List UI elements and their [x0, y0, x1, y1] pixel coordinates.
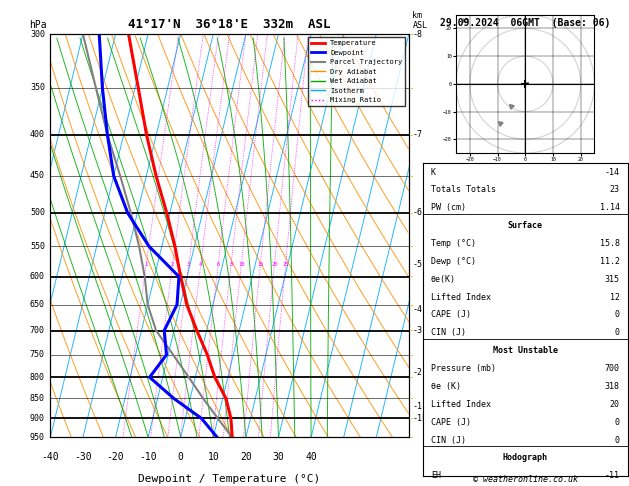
Text: 1: 1: [145, 262, 148, 267]
Text: 30: 30: [272, 451, 284, 462]
Text: 700: 700: [604, 364, 620, 373]
Text: 318: 318: [604, 382, 620, 391]
Legend: Temperature, Dewpoint, Parcel Trajectory, Dry Adiabat, Wet Adiabat, Isotherm, Mi: Temperature, Dewpoint, Parcel Trajectory…: [308, 37, 405, 106]
Text: -6: -6: [413, 208, 423, 217]
Text: -: -: [408, 299, 415, 310]
Text: 20: 20: [610, 400, 620, 409]
Text: 40: 40: [305, 451, 317, 462]
Text: -: -: [408, 208, 415, 218]
Text: 750: 750: [30, 350, 45, 359]
Text: -30: -30: [74, 451, 92, 462]
Text: 850: 850: [30, 394, 45, 403]
Text: Mixing Ratio (g/kg): Mixing Ratio (g/kg): [440, 188, 449, 283]
Text: -: -: [408, 83, 415, 93]
Text: 15.8: 15.8: [599, 239, 620, 248]
Text: 1.14: 1.14: [599, 203, 620, 212]
Text: © weatheronline.co.uk: © weatheronline.co.uk: [473, 474, 577, 484]
Text: Most Unstable: Most Unstable: [493, 346, 558, 355]
Text: Dewpoint / Temperature (°C): Dewpoint / Temperature (°C): [138, 474, 321, 484]
Text: -5: -5: [413, 260, 423, 269]
Text: 700: 700: [30, 326, 45, 335]
Text: 0: 0: [178, 451, 184, 462]
Text: -3: -3: [413, 326, 423, 335]
Text: 0: 0: [615, 417, 620, 427]
Text: -7: -7: [413, 130, 423, 139]
Text: Temp (°C): Temp (°C): [431, 239, 476, 248]
Text: -14: -14: [604, 168, 620, 176]
Text: K: K: [431, 168, 436, 176]
Text: -: -: [408, 241, 415, 251]
Text: 0: 0: [615, 435, 620, 445]
Text: 450: 450: [30, 172, 45, 180]
Text: CIN (J): CIN (J): [431, 435, 466, 445]
Text: 500: 500: [30, 208, 45, 217]
Text: 350: 350: [30, 84, 45, 92]
Text: Pressure (mb): Pressure (mb): [431, 364, 496, 373]
Text: 0: 0: [615, 329, 620, 337]
Text: -20: -20: [107, 451, 125, 462]
Text: 315: 315: [604, 275, 620, 284]
Text: 10: 10: [238, 262, 245, 267]
Text: 300: 300: [30, 30, 45, 38]
Text: -10: -10: [139, 451, 157, 462]
Text: -: -: [408, 272, 415, 281]
Text: -: -: [408, 414, 415, 423]
Text: 25: 25: [282, 262, 289, 267]
Text: 950: 950: [30, 433, 45, 442]
Text: km
ASL: km ASL: [413, 11, 428, 30]
Text: EH: EH: [431, 471, 441, 480]
Text: -: -: [408, 394, 415, 403]
Text: -2: -2: [413, 368, 423, 377]
Text: 15: 15: [257, 262, 264, 267]
Text: 600: 600: [30, 272, 45, 281]
Text: 2: 2: [171, 262, 174, 267]
Text: Lifted Index: Lifted Index: [431, 400, 491, 409]
Text: -8: -8: [413, 30, 423, 38]
Text: Lifted Index: Lifted Index: [431, 293, 491, 302]
Text: CAPE (J): CAPE (J): [431, 417, 471, 427]
Text: -: -: [408, 326, 415, 335]
Text: -: -: [408, 349, 415, 360]
Text: -40: -40: [42, 451, 59, 462]
Text: Totals Totals: Totals Totals: [431, 185, 496, 194]
Text: Surface: Surface: [508, 221, 543, 230]
Text: 20: 20: [240, 451, 252, 462]
Text: 12: 12: [610, 293, 620, 302]
Text: -: -: [408, 29, 415, 39]
Text: 4: 4: [199, 262, 203, 267]
Text: Hodograph: Hodograph: [503, 453, 548, 462]
Text: -11: -11: [604, 471, 620, 480]
Text: 0: 0: [615, 311, 620, 319]
Text: 900: 900: [30, 414, 45, 423]
Title: 41°17'N  36°18'E  332m  ASL: 41°17'N 36°18'E 332m ASL: [128, 18, 331, 32]
Text: 550: 550: [30, 242, 45, 251]
Text: -: -: [408, 433, 415, 442]
Text: 400: 400: [30, 130, 45, 139]
Text: 20: 20: [271, 262, 277, 267]
Text: 8: 8: [230, 262, 233, 267]
Text: CIN (J): CIN (J): [431, 329, 466, 337]
Text: θe(K): θe(K): [431, 275, 456, 284]
Text: 6: 6: [216, 262, 220, 267]
Text: 23: 23: [610, 185, 620, 194]
Text: -: -: [408, 372, 415, 382]
Text: -4: -4: [413, 305, 423, 314]
Text: 3: 3: [187, 262, 191, 267]
Text: PW (cm): PW (cm): [431, 203, 466, 212]
Text: hPa: hPa: [29, 20, 47, 30]
Text: θe (K): θe (K): [431, 382, 461, 391]
Text: -: -: [408, 171, 415, 181]
Text: 800: 800: [30, 373, 45, 382]
Text: -: -: [408, 130, 415, 139]
Text: -1: -1: [413, 402, 423, 411]
Text: CAPE (J): CAPE (J): [431, 311, 471, 319]
Text: kt: kt: [462, 18, 470, 24]
Text: -1LCL: -1LCL: [413, 414, 437, 423]
Text: 29.09.2024  06GMT  (Base: 06): 29.09.2024 06GMT (Base: 06): [440, 18, 610, 29]
Text: Dewp (°C): Dewp (°C): [431, 257, 476, 266]
Text: 650: 650: [30, 300, 45, 309]
Text: 11.2: 11.2: [599, 257, 620, 266]
Text: 10: 10: [208, 451, 219, 462]
